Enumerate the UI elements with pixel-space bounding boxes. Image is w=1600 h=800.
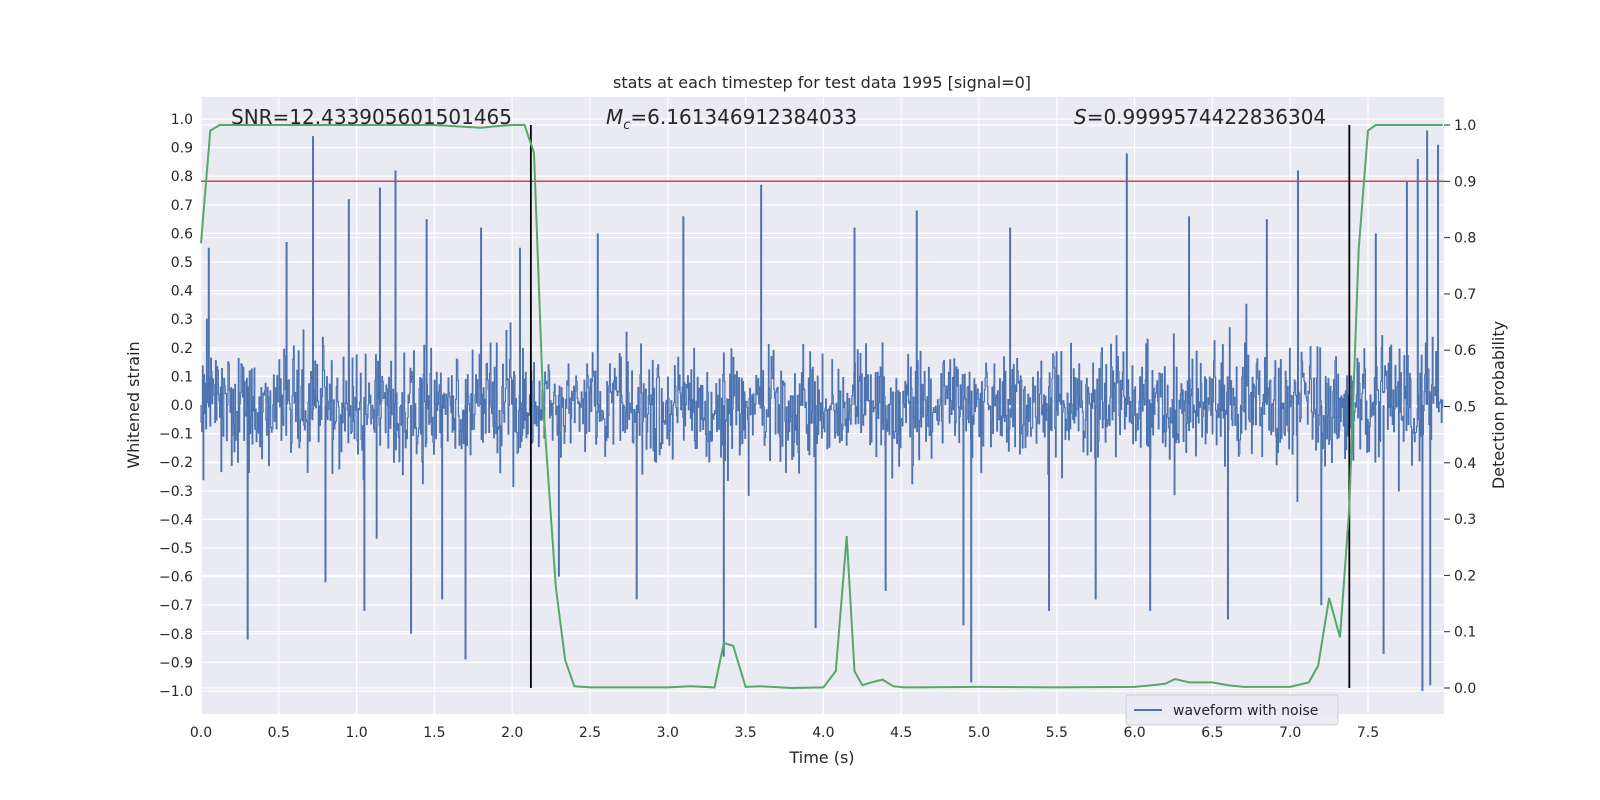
x-tick-label: 0.5 (268, 725, 290, 741)
x-tick-label: 5.0 (968, 725, 990, 741)
y2-axis-label: Detection probability (1489, 321, 1508, 489)
x-tick-label: 7.0 (1279, 725, 1301, 741)
y2-tick-label: 0.5 (1454, 400, 1476, 416)
probability-series-line (200, 124, 1443, 690)
y2-tick-label: 0.9 (1454, 174, 1476, 190)
legend-box (1125, 694, 1339, 726)
x-tick-label: 0.0 (190, 725, 212, 741)
y2-tick-label: 0.2 (1454, 568, 1476, 584)
y-tick-label: −0.2 (159, 455, 193, 471)
y-tick-label: 0.2 (171, 341, 193, 357)
y-tick-label: 0.1 (171, 369, 193, 385)
y-tick-label: −0.7 (159, 598, 193, 614)
y-tick-label: 0.6 (171, 226, 193, 242)
y-tick-label: 0.9 (171, 141, 193, 157)
y2-axis-ticks: 1.0 0.9 0.8 0.7 0.6 0.5 0.4 0.3 0.2 0.1 0.0 (1444, 118, 1476, 697)
y2-tick-label: 0.3 (1454, 512, 1476, 528)
waveform-series (200, 130, 1444, 691)
y-tick-label: 0.4 (171, 284, 193, 300)
y-tick-label: 0.3 (171, 312, 193, 328)
y-tick-label: −0.1 (159, 427, 193, 443)
y2-tick-label: 0.1 (1454, 625, 1476, 641)
y-tick-label: 0.7 (171, 198, 193, 214)
x-axis-ticks: 0.0 0.5 1.0 1.5 2.0 2.5 3.0 3.5 4.0 4.5 5.0 5.5 6.0 6… (190, 725, 1379, 741)
chart-title: stats at each timestep for test data 199… (613, 73, 1031, 92)
x-tick-label: 6.0 (1123, 725, 1145, 741)
x-axis-label: Time (s) (788, 748, 854, 767)
snr-annotation: SNR=12.433905601501465 (231, 105, 512, 129)
y2-tick-label: 1.0 (1454, 118, 1476, 134)
y2-tick-label: 0.7 (1454, 287, 1476, 303)
x-tick-label: 5.5 (1046, 725, 1068, 741)
legend-label: waveform with noise (1173, 703, 1318, 719)
significance-annotation: S=0.9999574422836304 (1074, 105, 1326, 129)
y-axis-label: Whitened strain (124, 341, 143, 468)
y-tick-label: 1.0 (171, 112, 193, 128)
y-tick-label: 0.0 (171, 398, 193, 414)
x-tick-label: 3.5 (734, 725, 756, 741)
y-tick-label: 0.8 (171, 169, 193, 185)
x-tick-label: 1.0 (345, 725, 367, 741)
y2-tick-label: 0.6 (1454, 343, 1476, 359)
y-tick-label: −0.3 (159, 484, 193, 500)
y-tick-label: −0.4 (159, 512, 193, 528)
y-tick-label: −0.8 (159, 627, 193, 643)
x-tick-label: 7.5 (1357, 725, 1379, 741)
y-tick-label: −0.6 (159, 570, 193, 586)
y-tick-label: −0.9 (159, 655, 193, 671)
y-tick-label: −1.0 (159, 684, 193, 700)
x-tick-label: 3.0 (657, 725, 679, 741)
y2-tick-label: 0.4 (1454, 456, 1476, 472)
waveform-noise-trace (200, 303, 1444, 539)
x-tick-label: 2.5 (579, 725, 601, 741)
x-tick-label: 6.5 (1201, 725, 1223, 741)
y2-tick-label: 0.0 (1454, 681, 1476, 697)
x-tick-label: 2.0 (501, 725, 523, 741)
x-tick-label: 1.5 (423, 725, 445, 741)
y-tick-label: −0.5 (159, 541, 193, 557)
chirp-mass-annotation: Mc=6.161346912384033 (606, 105, 857, 133)
y-tick-label: 0.5 (171, 255, 193, 271)
legend: waveform with noise (1125, 694, 1339, 726)
y-axis-ticks: 1.0 0.9 0.8 0.7 0.6 0.5 0.4 0.3 0.2 0.1 0.0 −0.1 −0.… (159, 112, 193, 700)
x-tick-label: 4.0 (812, 725, 834, 741)
x-tick-label: 4.5 (890, 725, 912, 741)
y2-tick-label: 0.8 (1454, 231, 1476, 247)
event-lines (529, 125, 1351, 688)
